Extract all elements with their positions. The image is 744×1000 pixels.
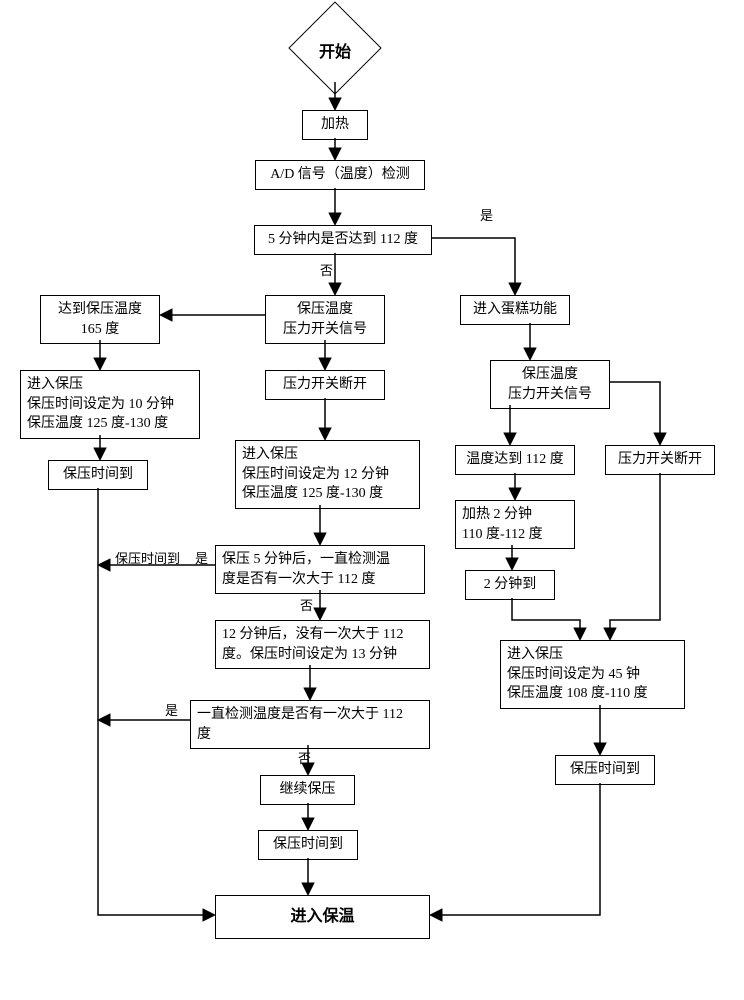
label-no-1: 否 (320, 260, 333, 279)
reach165-box: 达到保压温度 165 度 (40, 295, 160, 344)
hold10-box: 进入保压 保压时间设定为 10 分钟 保压温度 125 度-130 度 (20, 370, 200, 439)
temp-pressure-2-box: 保压温度 压力开关信号 (490, 360, 610, 409)
time-up-left-box: 保压时间到 (48, 460, 148, 490)
check5min-box: 保压 5 分钟后，一直检测温 度是否有一次大于 112 度 (215, 545, 425, 594)
label-yes-2: 是 (195, 548, 208, 567)
temp-pressure-1-box: 保压温度 压力开关信号 (265, 295, 385, 344)
ad-detect-box: A/D 信号（温度）检测 (255, 160, 425, 190)
keep-check-box: 一直检测温度是否有一次大于 112 度 (190, 700, 430, 749)
heat-box: 加热 (302, 110, 368, 140)
label-holdtime-left: 保压时间到 (115, 548, 180, 567)
time-up-mid-box: 保压时间到 (258, 830, 358, 860)
label-no-3: 否 (298, 748, 311, 767)
time-up-right-box: 保压时间到 (555, 755, 655, 785)
switch-off-1-box: 压力开关断开 (265, 370, 385, 400)
continue-hold-box: 继续保压 (260, 775, 355, 805)
temp112-box: 温度达到 112 度 (455, 445, 575, 475)
hold12-box: 进入保压 保压时间设定为 12 分钟 保压温度 125 度-130 度 (235, 440, 420, 509)
heat2min-box: 加热 2 分钟 110 度-112 度 (455, 500, 575, 549)
label-yes-1: 是 (480, 205, 493, 224)
check112-box: 5 分钟内是否达到 112 度 (254, 225, 432, 255)
after12-box: 12 分钟后，没有一次大于 112 度。保压时间设定为 13 分钟 (215, 620, 430, 669)
switch-off-2-box: 压力开关断开 (605, 445, 715, 475)
cake-box: 进入蛋糕功能 (460, 295, 570, 325)
final-box: 进入保温 (215, 895, 430, 939)
two-min-box: 2 分钟到 (465, 570, 555, 600)
label-no-2: 否 (300, 595, 313, 614)
start-node (288, 1, 381, 94)
label-yes-3: 是 (165, 700, 178, 719)
hold45-box: 进入保压 保压时间设定为 45 钟 保压温度 108 度-110 度 (500, 640, 685, 709)
